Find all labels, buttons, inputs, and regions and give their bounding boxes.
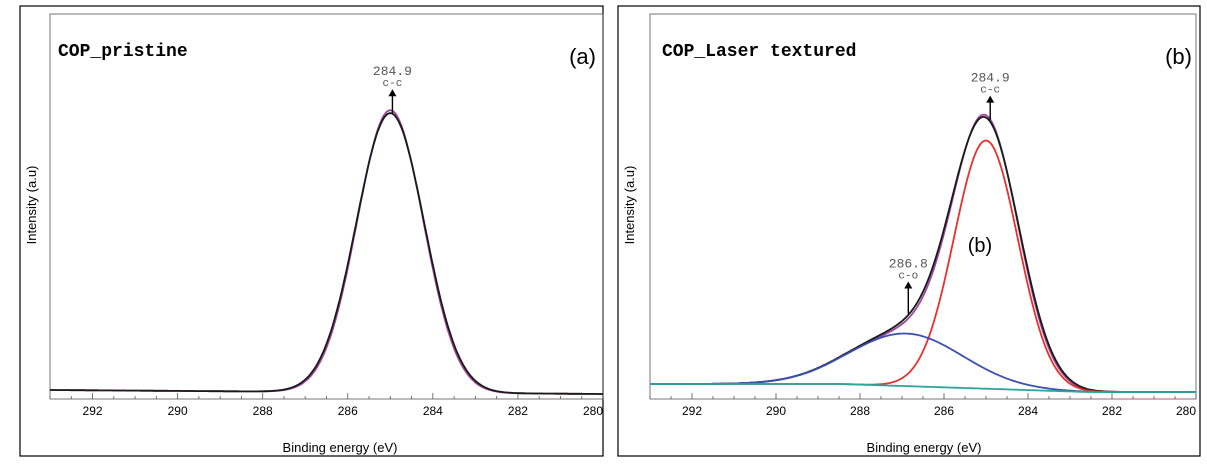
x-tick-label: 288: [253, 404, 273, 418]
panel-b-frame: [617, 5, 1201, 457]
x-tick-label: 292: [83, 404, 103, 418]
x-tick-label: 292: [682, 404, 702, 418]
panel-a-frame: [19, 5, 604, 457]
y-axis-label-b: Intensity (a.u): [622, 166, 637, 245]
series-line: [50, 109, 603, 395]
x-ticks-a: [49, 393, 604, 399]
x-tick-label: 290: [168, 404, 188, 418]
peak-bond-label: c-o: [898, 270, 918, 282]
peak-value-label: 286.8: [889, 256, 928, 271]
x-axis-label-a: Binding energy (eV): [283, 440, 398, 455]
annotations-a: 284.9 c-c: [373, 64, 412, 114]
peak-bond-label: c-c: [980, 85, 1000, 97]
x-tick-label: 282: [508, 404, 528, 418]
x-ticks-b: [649, 393, 1197, 399]
peak-value-label: 284.9: [373, 64, 412, 79]
peak-arrow-head: [388, 89, 397, 97]
x-tick-label: 280: [1176, 404, 1196, 418]
x-tick-label: 290: [766, 404, 786, 418]
x-tick-label: 286: [338, 404, 358, 418]
panel-a: COP_pristine (a) Binding energy (eV) Int…: [19, 5, 604, 457]
x-tick-label: 284: [1018, 404, 1038, 418]
x-tick-labels-a: 292 290 288 286 284 282 280: [83, 404, 604, 418]
series-group-a: [50, 109, 603, 395]
annotations-b: 284.9 c-c 286.8 c-o: [889, 71, 1010, 314]
y-axis-label-a: Intensity (a.u): [24, 166, 39, 245]
panel-b: COP_Laser textured (b) (b) Binding energ…: [617, 5, 1201, 457]
peak-value-label: 284.9: [971, 71, 1010, 86]
inner-label-b: (b): [968, 235, 992, 257]
x-tick-label: 284: [423, 404, 443, 418]
peak-arrow-head: [904, 281, 913, 289]
plot-area-b: [649, 13, 1197, 400]
x-tick-label: 288: [850, 404, 870, 418]
x-axis-label-b: Binding energy (eV): [867, 440, 982, 455]
title-b: COP_Laser textured: [662, 42, 856, 62]
panel-label-b: (b): [1165, 44, 1192, 69]
x-tick-label: 282: [1102, 404, 1122, 418]
series-line: [650, 383, 1196, 393]
x-tick-label: 286: [934, 404, 954, 418]
series-group-b: [650, 113, 1196, 393]
title-a: COP_pristine: [58, 42, 188, 62]
x-tick-label: 280: [583, 404, 603, 418]
series-line: [50, 112, 603, 395]
peak-arrow-head: [986, 95, 995, 103]
panel-label-a: (a): [569, 44, 596, 69]
peak-bond-label: c-c: [383, 78, 403, 90]
x-tick-labels-b: 292 290 288 286 284 282 280: [682, 404, 1196, 418]
